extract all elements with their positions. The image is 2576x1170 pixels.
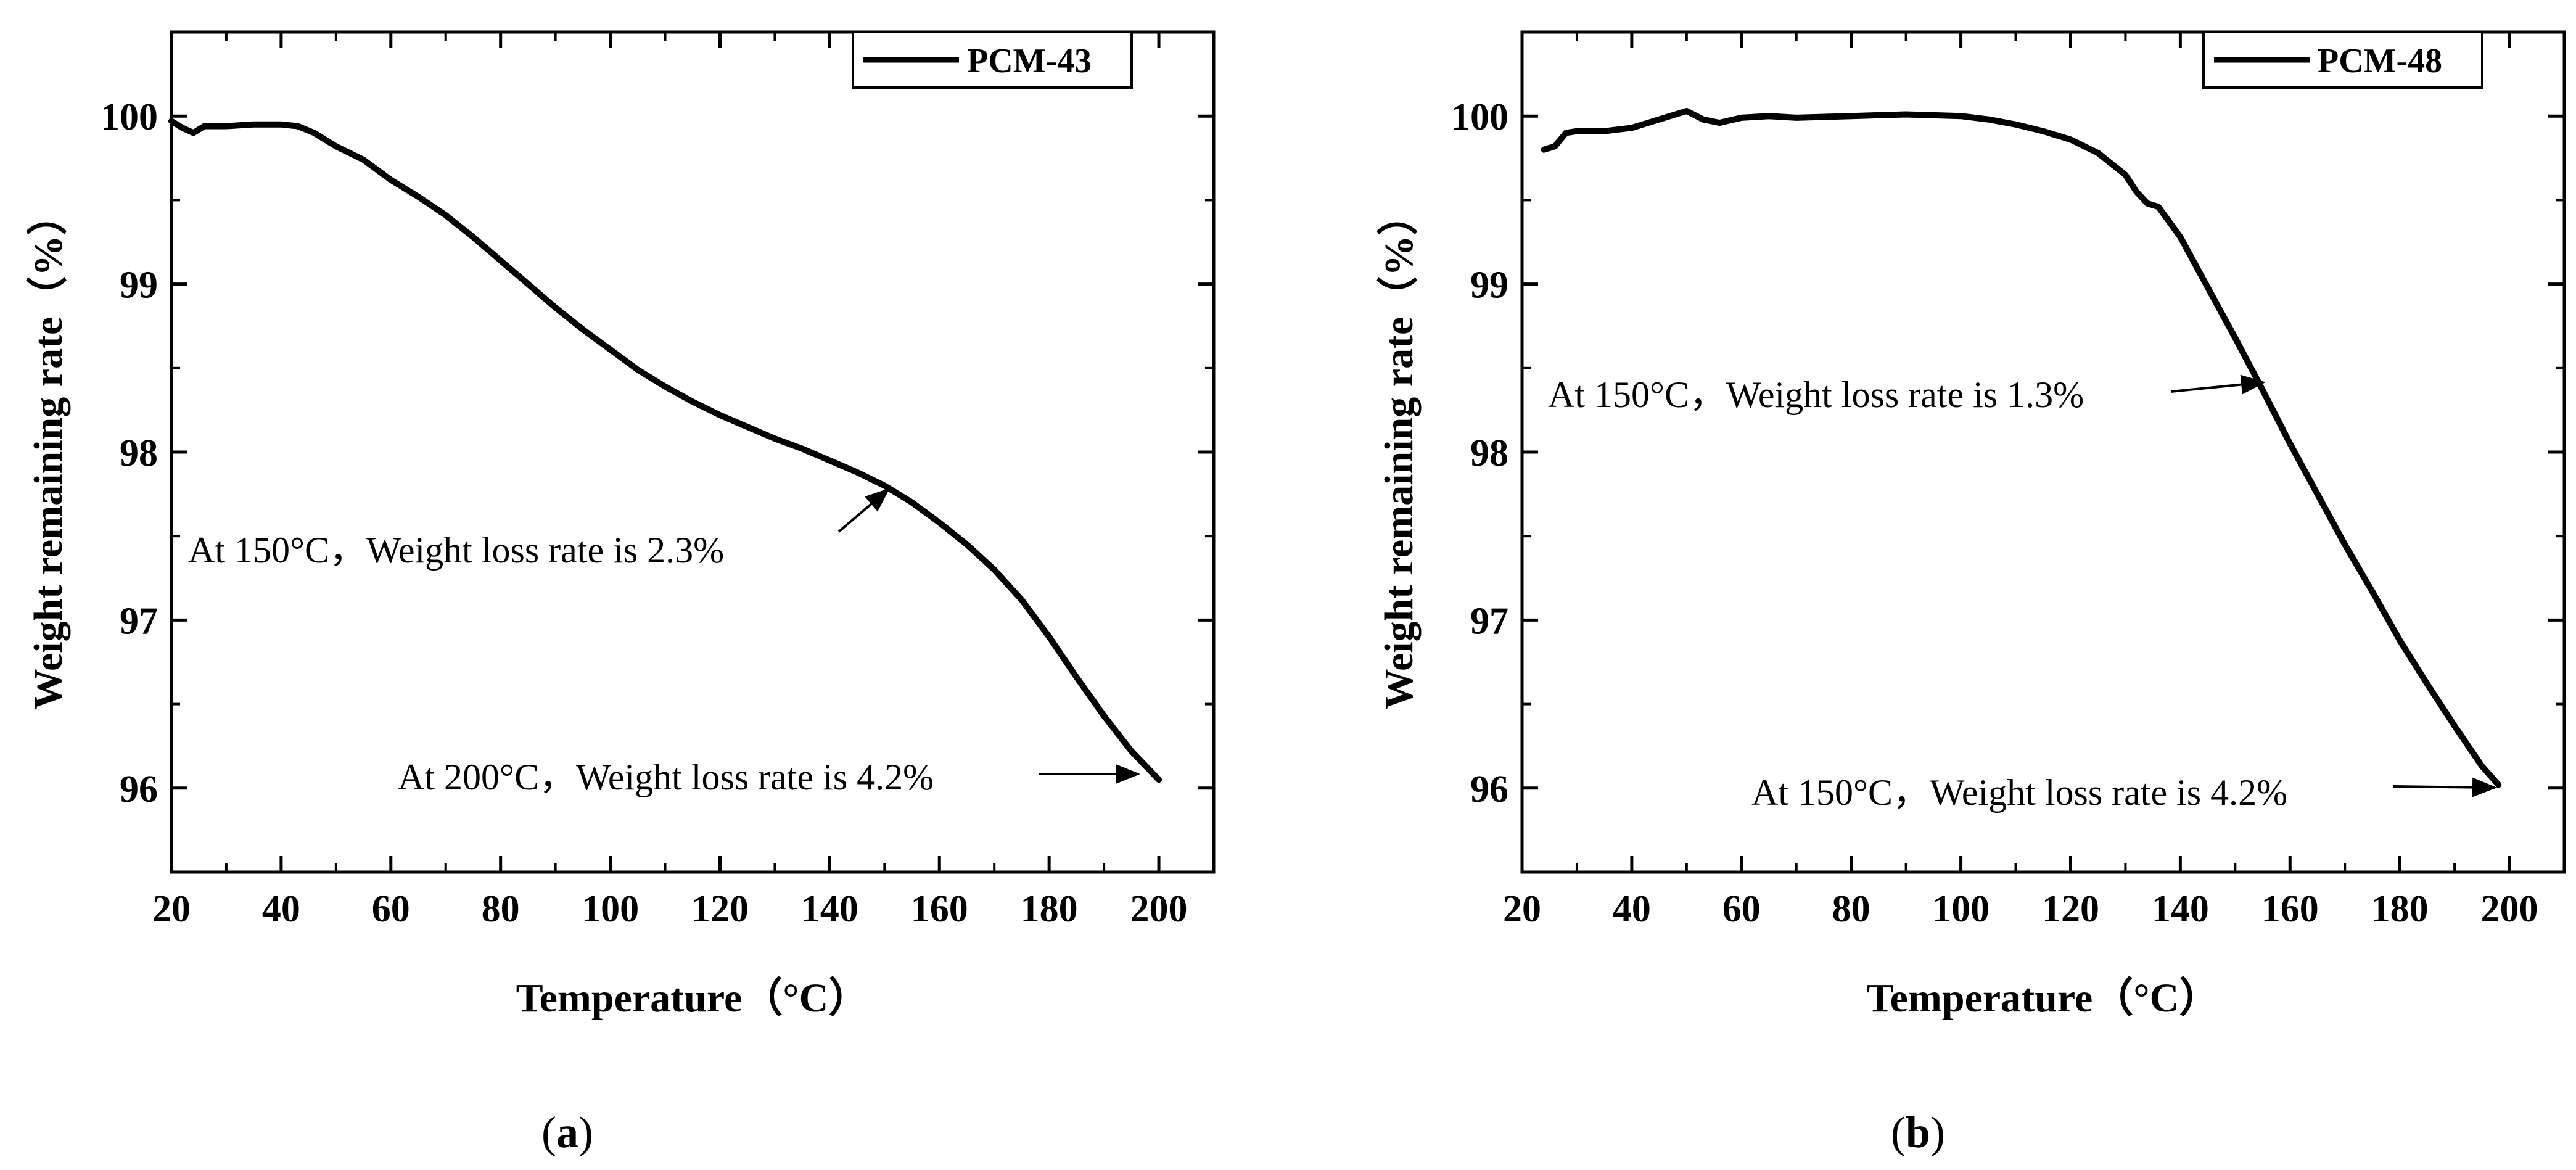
x-tick-label: 100 xyxy=(582,888,639,930)
x-axis-title: Temperature（°C） xyxy=(516,975,870,1021)
annotation-150-b-arrow xyxy=(2392,777,2497,797)
y-tick-label: 99 xyxy=(120,265,158,307)
x-tick-label: 140 xyxy=(801,888,858,930)
x-tick-label: 180 xyxy=(2371,888,2429,930)
x-tick-label: 100 xyxy=(1932,888,1990,930)
chart-panel-a: 20 40 60 80 100 120 140 160 180 200 96 97 98 99 100 PC… xyxy=(25,30,1216,1157)
x-tick-label: 40 xyxy=(1613,888,1651,930)
annotation-150-b: At 150°C，Weight loss rate is 4.2% xyxy=(1751,772,2287,813)
x-tick-label: 60 xyxy=(372,888,410,930)
legend: PCM-43 xyxy=(852,31,1133,89)
y-axis-title: Weight remaining rate（%） xyxy=(1376,195,1422,710)
y-tick-label: 97 xyxy=(1470,600,1508,642)
grid-layer xyxy=(170,31,1214,873)
y-axis-title: Weight remaining rate（%） xyxy=(25,195,71,710)
x-tick-label: 140 xyxy=(2152,888,2209,930)
x-tick-label: 20 xyxy=(152,888,191,930)
y-tick-label: 98 xyxy=(1470,432,1508,474)
annotation-150-arrow xyxy=(837,488,891,533)
panel-label-b: (b) xyxy=(1891,1108,1945,1157)
annotation-150: At 150°C，Weight loss rate is 2.3% xyxy=(188,530,724,571)
x-tick-label: 160 xyxy=(2261,888,2319,930)
y-tick-label: 96 xyxy=(120,768,158,810)
y-tick-label: 96 xyxy=(1470,768,1508,810)
y-tick-label: 97 xyxy=(120,600,158,642)
y-tick-label: 98 xyxy=(120,432,158,474)
legend-label: PCM-43 xyxy=(967,42,1092,80)
annotation-150-a-arrow xyxy=(2170,374,2266,395)
legend-box xyxy=(2202,31,2483,89)
x-axis-title: Temperature（°C） xyxy=(1867,975,2220,1021)
plot-frame xyxy=(170,30,1216,874)
x-tick-label: 200 xyxy=(2481,888,2538,930)
x-tick-label: 120 xyxy=(691,888,749,930)
tick-label-layer: 20 40 60 80 100 120 140 160 180 200 96 97 98 99 100 xyxy=(1451,96,2538,930)
legend: PCM-48 xyxy=(2202,31,2483,89)
tick-label-layer: 20 40 60 80 100 120 140 160 180 200 96 97 98 99 100 xyxy=(101,96,1188,930)
x-tick-label: 80 xyxy=(482,888,520,930)
x-tick-label: 80 xyxy=(1832,888,1870,930)
annotation-200: At 200°C，Weight loss rate is 4.2% xyxy=(398,757,934,797)
annotation-150-a: At 150°C，Weight loss rate is 1.3% xyxy=(1548,374,2084,415)
x-tick-label: 200 xyxy=(1130,888,1188,930)
legend-label: PCM-48 xyxy=(2318,42,2442,80)
panel-label-a: (a) xyxy=(541,1108,593,1157)
x-tick-label: 20 xyxy=(1503,888,1541,930)
x-tick-label: 160 xyxy=(911,888,968,930)
y-tick-label: 100 xyxy=(1451,96,1508,138)
y-tick-label: 99 xyxy=(1470,265,1508,307)
chart-panel-b: 20 40 60 80 100 120 140 160 180 200 96 97 98 99 100 PC… xyxy=(1376,30,2566,1157)
plot-frame xyxy=(1520,30,2566,874)
grid-layer xyxy=(1520,31,2564,873)
y-tick-label: 100 xyxy=(101,96,158,138)
data-line-pcm-43 xyxy=(168,118,1162,783)
data-line-pcm-48 xyxy=(1541,108,2502,788)
x-tick-label: 120 xyxy=(2042,888,2099,930)
x-tick-label: 60 xyxy=(1722,888,1761,930)
x-tick-label: 180 xyxy=(1021,888,1078,930)
x-tick-label: 40 xyxy=(262,888,300,930)
